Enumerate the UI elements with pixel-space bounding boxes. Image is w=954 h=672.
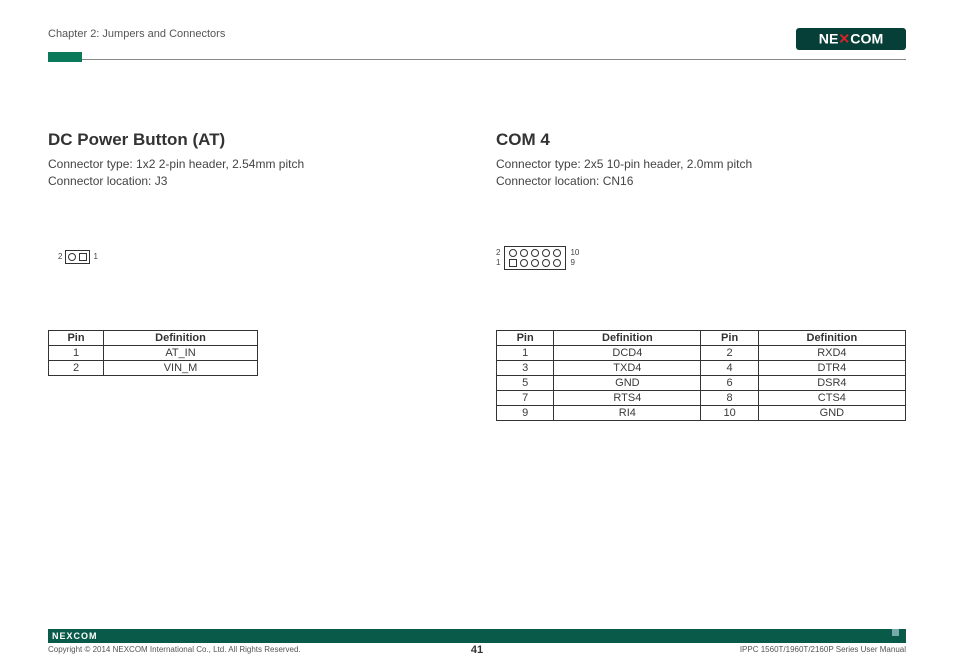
connector-location: Connector location: J3 [48,173,356,190]
accent-bar [48,52,82,62]
pin-label-1: 1 [93,252,97,261]
section-dc-power: DC Power Button (AT) Connector type: 1x2… [48,130,356,421]
pin-1-icon [509,259,517,267]
copyright-text: Copyright © 2014 NEXCOM International Co… [48,645,301,654]
svg-text:NE✕COM: NE✕COM [819,31,883,47]
pin-icon [531,249,539,257]
page-number: 41 [471,644,483,656]
pin-2-icon [68,253,76,261]
page-header: Chapter 2: Jumpers and Connectors NE✕COM [48,28,906,60]
pin-icon [553,249,561,257]
table-row: 1 AT_IN [49,345,258,360]
pin-icon [553,259,561,267]
connector-diagram-j3: 2 1 [48,220,356,310]
connector-diagram-cn16: 2 1 [496,220,906,310]
connector-outline [504,246,566,270]
pin-icon [542,259,550,267]
connector-location: Connector location: CN16 [496,173,906,190]
pin-label-2: 2 [58,252,62,261]
pin-label-2: 2 [496,248,500,258]
chapter-title: Chapter 2: Jumpers and Connectors [48,28,225,40]
pinout-table-j3: Pin Definition 1 AT_IN 2 VIN_M [48,330,258,376]
pin-icon [509,249,517,257]
col-pin: Pin [701,330,758,345]
table-row: 2 VIN_M [49,360,258,375]
pin-icon [520,259,528,267]
col-pin: Pin [49,330,104,345]
page-footer: NEXCOM Copyright © 2014 NEXCOM Internati… [48,629,906,654]
col-definition: Definition [758,330,905,345]
col-pin: Pin [497,330,554,345]
pin-label-9: 9 [570,258,579,268]
col-definition: Definition [554,330,701,345]
connector-type: Connector type: 1x2 2-pin header, 2.54mm… [48,156,356,173]
pin-icon [520,249,528,257]
pin-icon [542,249,550,257]
footer-bar: NEXCOM [48,629,906,643]
footer-squares-icon [892,629,906,643]
table-row: 5GND 6DSR4 [497,375,906,390]
section-title: DC Power Button (AT) [48,130,356,150]
col-definition: Definition [104,330,258,345]
section-com4: COM 4 Connector type: 2x5 10-pin header,… [496,130,906,421]
connector-type: Connector type: 2x5 10-pin header, 2.0mm… [496,156,906,173]
pin-icon [531,259,539,267]
manual-title: IPPC 1560T/1960T/2160P Series User Manua… [740,645,906,654]
pin-1-icon [79,253,87,261]
table-row: 7RTS4 8CTS4 [497,390,906,405]
table-row: 9RI4 10GND [497,405,906,420]
table-row: 1DCD4 2RXD4 [497,345,906,360]
table-row: 3TXD4 4DTR4 [497,360,906,375]
brand-logo: NE✕COM [796,28,906,55]
pinout-table-cn16: Pin Definition Pin Definition 1DCD4 2RXD… [496,330,906,421]
footer-logo: NEXCOM [52,631,98,641]
pin-label-10: 10 [570,248,579,258]
connector-outline [65,250,90,264]
pin-label-1: 1 [496,258,500,268]
section-title: COM 4 [496,130,906,150]
